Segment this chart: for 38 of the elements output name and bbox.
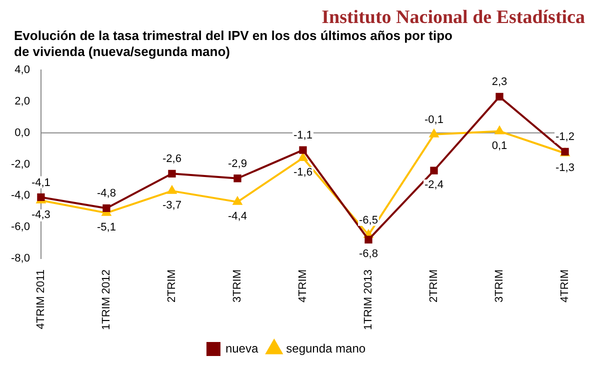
x-tick-label: 2TRIM <box>428 269 440 302</box>
legend-label: nueva <box>225 341 258 356</box>
text: Instituto Nacional de Estadística <box>320 7 585 28</box>
chart-title: Evolución de la tasa trimestral del IPV en los dos últimos años por tipo de vivienda (nueva/segunda mano) <box>14 28 454 60</box>
y-tick-label: -2,0 <box>10 158 30 170</box>
y-tick-label: 2,0 <box>14 95 30 108</box>
data-label: -5,1 <box>96 221 116 234</box>
y-tick-label: -8,0 <box>10 252 30 265</box>
data-label: -1,2 <box>556 131 574 144</box>
data-label: -1,6 <box>293 166 312 178</box>
data-label: -4,3 <box>31 208 50 221</box>
data-label: -0,1 <box>424 114 444 126</box>
data-label: -3,7 <box>162 199 182 212</box>
x-tick-label: 3TRIM <box>494 269 506 302</box>
data-label: -2,6 <box>162 153 182 166</box>
x-tick-label: 2TRIM <box>166 269 178 302</box>
y-tick-label: 4,0 <box>14 64 30 76</box>
x-tick-label: 4TRIM 2011 <box>34 269 47 330</box>
x-tick-label: 4TRIM <box>297 269 310 302</box>
data-label: -6,8 <box>359 248 378 260</box>
x-tick-label: 4TRIM <box>559 269 572 302</box>
legend-label: segunda mano <box>286 341 366 356</box>
data-label: -1,1 <box>293 130 312 142</box>
data-label: -6,5 <box>359 214 378 226</box>
data-label: -2,9 <box>228 158 247 170</box>
data-label: 0,1 <box>492 140 508 152</box>
y-tick-label: -4,0 <box>10 190 30 202</box>
x-tick-label: 1TRIM 2013 <box>362 269 375 330</box>
y-tick-label: -6,0 <box>10 221 30 234</box>
x-tick-label: 3TRIM <box>232 269 244 302</box>
data-label: -4,4 <box>228 210 247 222</box>
data-label: -4,1 <box>31 176 50 189</box>
x-tick-label: 1TRIM 2012 <box>100 269 112 330</box>
y-tick-label: 0,0 <box>14 126 30 139</box>
data-label: -1,3 <box>556 162 574 174</box>
data-label: -4,8 <box>96 188 116 200</box>
data-label: 2,3 <box>492 76 508 88</box>
data-label: -2,4 <box>424 179 444 192</box>
